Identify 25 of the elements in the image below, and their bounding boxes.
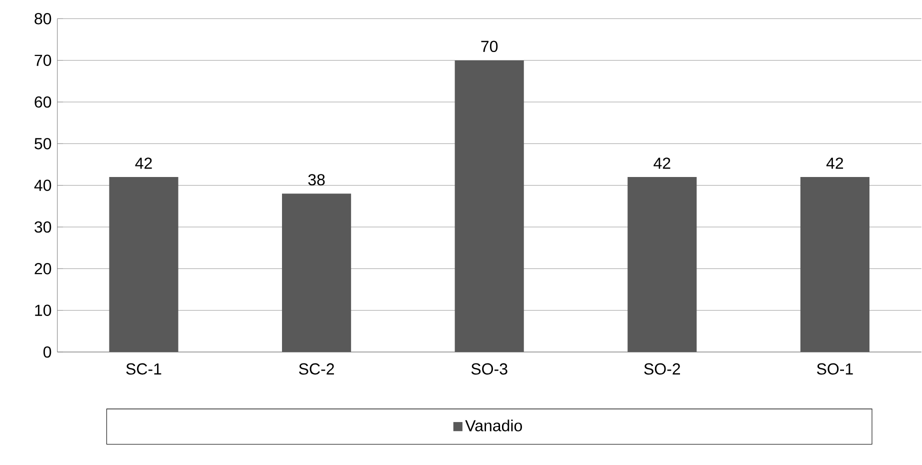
bar [109, 177, 178, 352]
y-tick-label: 30 [34, 221, 52, 233]
y-tick-label: 70 [34, 54, 52, 66]
y-tick-label: 60 [34, 96, 52, 108]
data-label: 38 [308, 174, 325, 186]
legend-label: Vanadio [465, 420, 522, 432]
x-tick-label: SO-2 [644, 363, 680, 375]
bar [800, 177, 870, 352]
y-tick-label: 20 [34, 263, 52, 274]
y-tick-label: 50 [34, 138, 52, 150]
x-tick-label: SO-3 [471, 363, 508, 375]
data-label: 42 [654, 158, 670, 169]
data-label: 42 [826, 158, 844, 169]
x-tick-label: SO-1 [816, 363, 853, 375]
y-tick-label: 0 [43, 346, 52, 358]
bar [454, 60, 524, 352]
data-label: 70 [481, 40, 498, 52]
y-tick-label: 40 [34, 180, 52, 191]
data-label: 42 [135, 158, 152, 169]
x-tick-label: SC-1 [126, 363, 162, 375]
bar [282, 194, 352, 352]
y-tick-label: 10 [35, 304, 52, 316]
x-tick-label: SC-2 [299, 363, 334, 375]
y-tick-label: 80 [34, 13, 52, 24]
bar [628, 177, 697, 352]
